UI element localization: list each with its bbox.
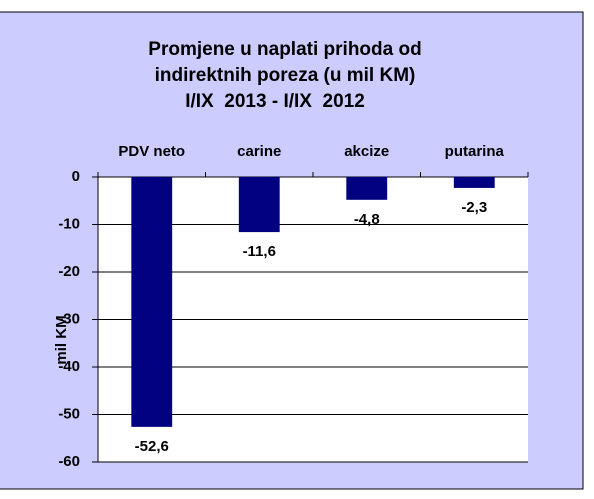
bar xyxy=(131,177,173,427)
y-axis-label: mil KM xyxy=(53,315,70,364)
data-label: -11,6 xyxy=(243,243,276,260)
y-tick-label: -50 xyxy=(58,405,80,422)
y-tick-label: 0 xyxy=(72,168,80,185)
chart-title: indirektnih poreza (u mil KM) xyxy=(155,65,416,86)
x-tick-label: PDV neto xyxy=(118,143,185,160)
bar xyxy=(238,177,280,233)
x-tick-label: carine xyxy=(237,143,281,160)
bar xyxy=(453,177,495,188)
chart-title: Promjene u naplati prihoda od xyxy=(148,39,421,60)
chart-title: I/IX 2013 - I/IX 2012 xyxy=(185,91,365,112)
y-tick-label: -20 xyxy=(58,263,80,280)
y-tick-label: -60 xyxy=(58,453,80,470)
y-tick-label: -40 xyxy=(58,358,80,375)
data-label: -2,3 xyxy=(461,199,487,216)
x-tick-label: putarina xyxy=(445,143,505,160)
bar xyxy=(346,177,388,200)
y-tick-label: -10 xyxy=(58,215,80,232)
y-tick-label: -30 xyxy=(58,310,80,327)
data-label: -52,6 xyxy=(135,438,169,455)
x-tick-label: akcize xyxy=(344,143,389,160)
data-label: -4,8 xyxy=(354,211,380,228)
